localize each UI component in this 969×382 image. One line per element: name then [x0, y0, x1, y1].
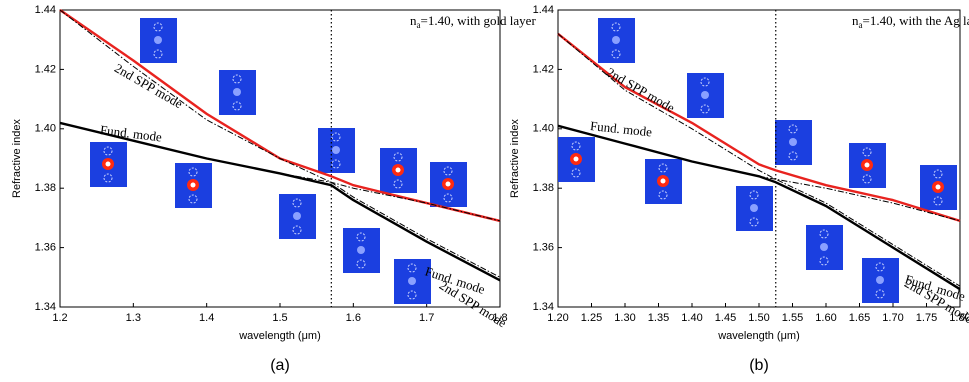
- mode-inset: [806, 225, 843, 270]
- x-tick-label: 1.6: [346, 312, 361, 324]
- x-tick-label: 1.2: [52, 312, 67, 324]
- x-tick-label: 1.70: [882, 312, 903, 324]
- mode-inset: [90, 142, 127, 187]
- inset-core: [396, 168, 401, 173]
- inset-core: [936, 185, 941, 190]
- condition-label: na=1.40, with the Ag layer: [852, 13, 969, 30]
- inset-core: [820, 243, 828, 251]
- x-tick-label: 1.4: [199, 312, 214, 324]
- x-tick-label: 1.50: [748, 312, 769, 324]
- annotation-text: =1.40, with gold layer: [421, 13, 537, 28]
- inset-core: [408, 277, 416, 285]
- mode-inset: [645, 159, 682, 204]
- inset-core: [446, 182, 451, 187]
- x-tick-label: 1.25: [581, 312, 602, 324]
- y-tick-label: 1.38: [533, 182, 554, 194]
- curve-label: 2nd SPP mode: [604, 64, 678, 115]
- y-tick-label: 1.36: [35, 242, 56, 254]
- y-tick-label: 1.40: [35, 123, 56, 135]
- mode-inset: [862, 258, 899, 303]
- mode-inset: [598, 18, 635, 63]
- inset-core: [701, 91, 709, 99]
- x-tick-label: 1.65: [849, 312, 870, 324]
- inset-core: [293, 212, 301, 220]
- inset-core: [233, 88, 241, 96]
- condition-label: na=1.40, with gold layer: [410, 13, 536, 30]
- x-tick-label: 1.40: [681, 312, 702, 324]
- inset-core: [789, 138, 797, 146]
- mode-inset: [279, 194, 316, 239]
- x-tick-label: 1.5: [272, 312, 287, 324]
- x-tick-label: 1.75: [916, 312, 937, 324]
- mode-inset: [849, 143, 886, 188]
- x-tick-label: 1.7: [419, 312, 434, 324]
- y-tick-label: 1.42: [533, 63, 554, 75]
- x-tick-label: 1.3: [126, 312, 141, 324]
- y-tick-label: 1.44: [533, 4, 554, 16]
- x-axis-label: wavelength (μm): [717, 330, 800, 342]
- mode-inset: [175, 163, 212, 208]
- x-tick-label: 1.20: [547, 312, 568, 324]
- x-tick-label: 1.60: [815, 312, 836, 324]
- figure: 1.341.361.381.401.421.441.21.31.41.51.61…: [0, 0, 969, 382]
- y-axis-label: Refractive index: [11, 119, 23, 198]
- y-tick-label: 1.36: [533, 242, 554, 254]
- inset-core: [750, 204, 758, 212]
- x-axis-label: wavelength (μm): [238, 330, 321, 342]
- y-axis-label: Refractive index: [509, 119, 521, 198]
- inset-core: [154, 36, 162, 44]
- x-tick-label: 1.45: [715, 312, 736, 324]
- inset-core: [612, 36, 620, 44]
- panel-label: (a): [270, 357, 290, 374]
- inset-core: [357, 246, 365, 254]
- inset-core: [661, 179, 666, 184]
- inset-core: [574, 157, 579, 162]
- panel-label: (b): [749, 357, 769, 374]
- x-tick-label: 1.30: [614, 312, 635, 324]
- inset-core: [332, 146, 340, 154]
- mode-inset: [394, 259, 431, 304]
- mode-inset: [140, 18, 177, 63]
- mode-inset: [219, 70, 256, 115]
- mode-inset: [343, 228, 380, 273]
- inset-core: [106, 162, 111, 167]
- y-tick-label: 1.40: [533, 123, 554, 135]
- mode-inset: [920, 165, 957, 210]
- inset-core: [191, 183, 196, 188]
- mode-inset: [318, 128, 355, 173]
- x-tick-label: 1.35: [648, 312, 669, 324]
- mode-inset: [775, 120, 812, 165]
- x-tick-label: 1.55: [782, 312, 803, 324]
- y-tick-label: 1.44: [35, 4, 56, 16]
- y-tick-label: 1.42: [35, 63, 56, 75]
- mode-inset: [430, 162, 467, 207]
- inset-core: [865, 163, 870, 168]
- annotation-text: =1.40, with the Ag layer: [863, 13, 969, 28]
- mode-inset: [380, 148, 417, 193]
- curve-label: 2nd SPP mode: [112, 60, 186, 111]
- inset-core: [876, 276, 884, 284]
- mode-inset: [558, 137, 595, 182]
- mode-inset: [687, 73, 724, 118]
- mode-inset: [736, 186, 773, 231]
- y-tick-label: 1.38: [35, 182, 56, 194]
